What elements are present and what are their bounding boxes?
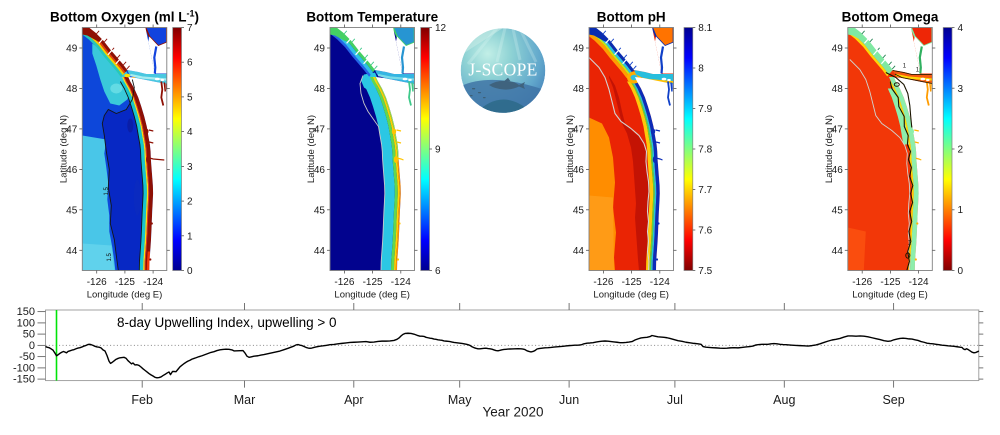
- svg-text:-125: -125: [880, 277, 900, 288]
- svg-text:2: 2: [958, 145, 964, 156]
- svg-text:-126: -126: [852, 277, 872, 288]
- svg-text:-50: -50: [19, 351, 35, 363]
- svg-text:3: 3: [187, 162, 193, 173]
- svg-text:-126: -126: [334, 277, 354, 288]
- svg-text:3: 3: [958, 84, 964, 95]
- svg-text:48: 48: [573, 84, 585, 95]
- svg-text:1.5: 1.5: [104, 186, 110, 195]
- svg-text:1: 1: [908, 241, 912, 247]
- svg-text:50: 50: [23, 329, 35, 341]
- svg-text:Feb: Feb: [131, 393, 153, 407]
- svg-text:4: 4: [187, 127, 193, 138]
- svg-text:Latitude (deg N): Latitude (deg N): [306, 115, 317, 183]
- svg-text:Bottom pH: Bottom pH: [597, 10, 666, 25]
- svg-text:-150: -150: [13, 374, 35, 386]
- svg-text:6: 6: [435, 266, 441, 277]
- svg-text:49: 49: [573, 44, 585, 55]
- svg-text:1: 1: [916, 68, 920, 74]
- svg-text:Bottom Oxygen (ml L-1): Bottom Oxygen (ml L-1): [50, 9, 199, 25]
- svg-text:Longitude (deg E): Longitude (deg E): [334, 290, 410, 301]
- svg-text:47: 47: [573, 124, 585, 135]
- svg-text:-125: -125: [363, 277, 383, 288]
- svg-text:48: 48: [314, 84, 326, 95]
- svg-text:-124: -124: [391, 277, 411, 288]
- svg-text:8.1: 8.1: [698, 23, 712, 34]
- svg-text:46: 46: [314, 165, 326, 176]
- svg-text:5: 5: [187, 92, 193, 103]
- svg-text:Longitude (deg E): Longitude (deg E): [593, 290, 669, 301]
- svg-text:7.8: 7.8: [698, 145, 712, 156]
- svg-text:Mar: Mar: [234, 393, 256, 407]
- svg-text:6: 6: [187, 58, 193, 69]
- svg-text:47: 47: [314, 124, 326, 135]
- svg-text:Jun: Jun: [559, 393, 579, 407]
- svg-text:45: 45: [66, 205, 78, 216]
- svg-text:Latitude (deg N): Latitude (deg N): [824, 115, 835, 183]
- svg-text:9: 9: [435, 145, 441, 156]
- svg-text:Apr: Apr: [344, 393, 363, 407]
- svg-text:45: 45: [832, 205, 844, 216]
- svg-text:Latitude (deg N): Latitude (deg N): [58, 115, 69, 183]
- svg-text:7: 7: [187, 23, 193, 34]
- svg-text:49: 49: [66, 44, 78, 55]
- svg-text:-124: -124: [909, 277, 929, 288]
- svg-text:100: 100: [17, 317, 35, 329]
- svg-text:49: 49: [832, 44, 844, 55]
- svg-text:Sep: Sep: [882, 393, 904, 407]
- svg-text:7.7: 7.7: [698, 185, 712, 196]
- svg-text:46: 46: [832, 165, 844, 176]
- svg-text:7.6: 7.6: [698, 226, 712, 237]
- svg-text:7.9: 7.9: [698, 104, 712, 115]
- svg-text:-100: -100: [13, 362, 35, 374]
- svg-text:-126: -126: [593, 277, 613, 288]
- svg-text:1: 1: [958, 205, 964, 216]
- svg-text:Longitude (deg E): Longitude (deg E): [852, 290, 928, 301]
- svg-text:47: 47: [832, 124, 844, 135]
- svg-text:8-day Upwelling Index, upwelli: 8-day Upwelling Index, upwelling > 0: [117, 315, 337, 330]
- svg-text:45: 45: [314, 205, 326, 216]
- svg-text:46: 46: [66, 165, 78, 176]
- svg-text:2: 2: [187, 197, 193, 208]
- svg-text:48: 48: [66, 84, 78, 95]
- svg-text:150: 150: [17, 306, 35, 318]
- svg-text:-125: -125: [622, 277, 642, 288]
- svg-text:44: 44: [832, 246, 844, 257]
- svg-text:4: 4: [958, 23, 964, 34]
- svg-text:-125: -125: [115, 277, 135, 288]
- svg-text:Bottom Temperature: Bottom Temperature: [306, 10, 438, 25]
- svg-text:7.5: 7.5: [698, 266, 712, 277]
- svg-text:J-SCOPE: J-SCOPE: [468, 60, 537, 80]
- svg-text:49: 49: [314, 44, 326, 55]
- svg-text:48: 48: [832, 84, 844, 95]
- svg-text:46: 46: [573, 165, 585, 176]
- svg-text:Longitude (deg E): Longitude (deg E): [87, 290, 163, 301]
- svg-text:44: 44: [314, 246, 326, 257]
- svg-text:44: 44: [573, 246, 585, 257]
- svg-text:Latitude (deg N): Latitude (deg N): [565, 115, 576, 183]
- svg-text:44: 44: [66, 246, 78, 257]
- svg-text:0: 0: [958, 266, 964, 277]
- svg-text:-126: -126: [87, 277, 107, 288]
- svg-text:47: 47: [66, 124, 78, 135]
- svg-text:8: 8: [698, 64, 704, 75]
- svg-text:0: 0: [29, 340, 35, 352]
- svg-text:1: 1: [903, 64, 907, 70]
- svg-text:-124: -124: [143, 277, 163, 288]
- svg-text:Bottom Omega: Bottom Omega: [842, 10, 939, 25]
- svg-text:0: 0: [187, 266, 193, 277]
- svg-text:Aug: Aug: [773, 393, 795, 407]
- svg-text:45: 45: [573, 205, 585, 216]
- svg-text:1.5: 1.5: [107, 252, 113, 261]
- svg-text:12: 12: [435, 23, 447, 34]
- svg-text:-124: -124: [650, 277, 670, 288]
- svg-text:May: May: [448, 393, 472, 407]
- svg-text:Year 2020: Year 2020: [482, 405, 543, 420]
- svg-text:Jul: Jul: [667, 393, 683, 407]
- svg-text:1: 1: [187, 231, 193, 242]
